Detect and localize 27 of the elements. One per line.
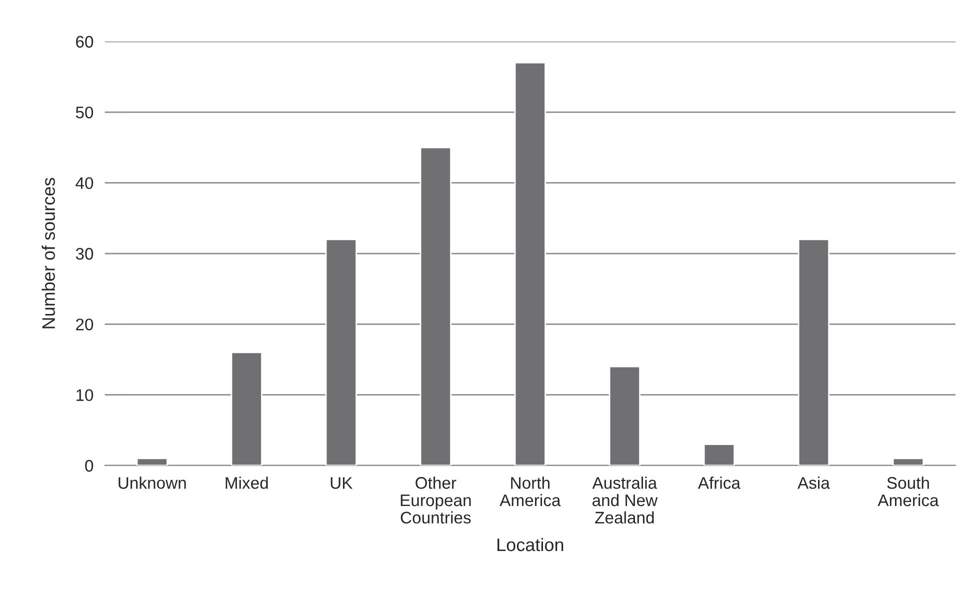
x-tick-label: UK [330, 477, 353, 489]
x-tick-label: Africa [698, 476, 740, 489]
bar [514, 62, 546, 466]
y-tick-label: 40 [76, 177, 94, 190]
bar [230, 352, 262, 466]
bar [608, 366, 640, 466]
x-tick-label: North America [500, 476, 561, 506]
x-tick-label: Other European Countries [400, 476, 471, 524]
bar [420, 146, 452, 466]
x-axis-title: Location [498, 538, 564, 552]
y-axis-title: Number of sources [42, 178, 55, 328]
x-tick-label: South America [878, 476, 939, 506]
bar [798, 238, 830, 466]
bar [703, 444, 736, 466]
y-tick-label: 50 [76, 106, 94, 118]
y-tick-label: 20 [76, 318, 94, 330]
x-tick-label: Australia and New Zealand [592, 476, 658, 524]
x-tick-label: Mixed [226, 476, 268, 489]
bar [325, 238, 357, 466]
x-tick-label: Asia [798, 476, 830, 489]
y-tick-label: 10 [76, 389, 94, 402]
y-tick-label: 0 [85, 460, 94, 472]
bar [136, 458, 168, 466]
y-tick-label: 30 [76, 248, 94, 260]
x-tick-label: Unknown [118, 476, 186, 489]
bar [892, 458, 924, 466]
y-tick-label: 60 [76, 36, 94, 48]
